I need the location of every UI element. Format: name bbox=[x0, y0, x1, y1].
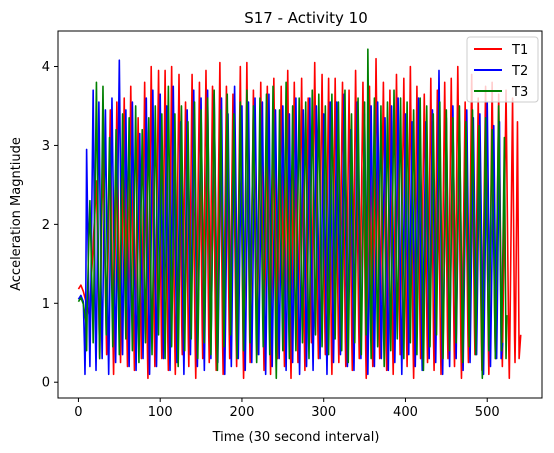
x-tick-label: 300 bbox=[311, 405, 336, 420]
x-tick-label: 500 bbox=[475, 405, 500, 420]
legend-label-t1: T1 bbox=[511, 43, 528, 58]
y-tick-label: 2 bbox=[42, 218, 50, 233]
x-tick-label: 0 bbox=[74, 405, 82, 420]
y-tick-label: 4 bbox=[42, 60, 50, 75]
legend-label-t2: T2 bbox=[511, 64, 528, 79]
y-tick-label: 0 bbox=[42, 376, 50, 391]
x-tick-label: 400 bbox=[393, 405, 418, 420]
x-tick-label: 200 bbox=[230, 405, 255, 420]
y-tick-label: 1 bbox=[42, 297, 50, 312]
legend-label-t3: T3 bbox=[511, 85, 528, 100]
chart-title: S17 - Activity 10 bbox=[244, 9, 368, 27]
y-axis-label: Acceleration Magntiude bbox=[9, 137, 24, 291]
x-axis-label: Time (30 second interval) bbox=[212, 430, 380, 445]
legend: T1 T2 T3 bbox=[467, 37, 538, 102]
y-tick-label: 3 bbox=[42, 139, 50, 154]
x-tick-label: 100 bbox=[148, 405, 173, 420]
